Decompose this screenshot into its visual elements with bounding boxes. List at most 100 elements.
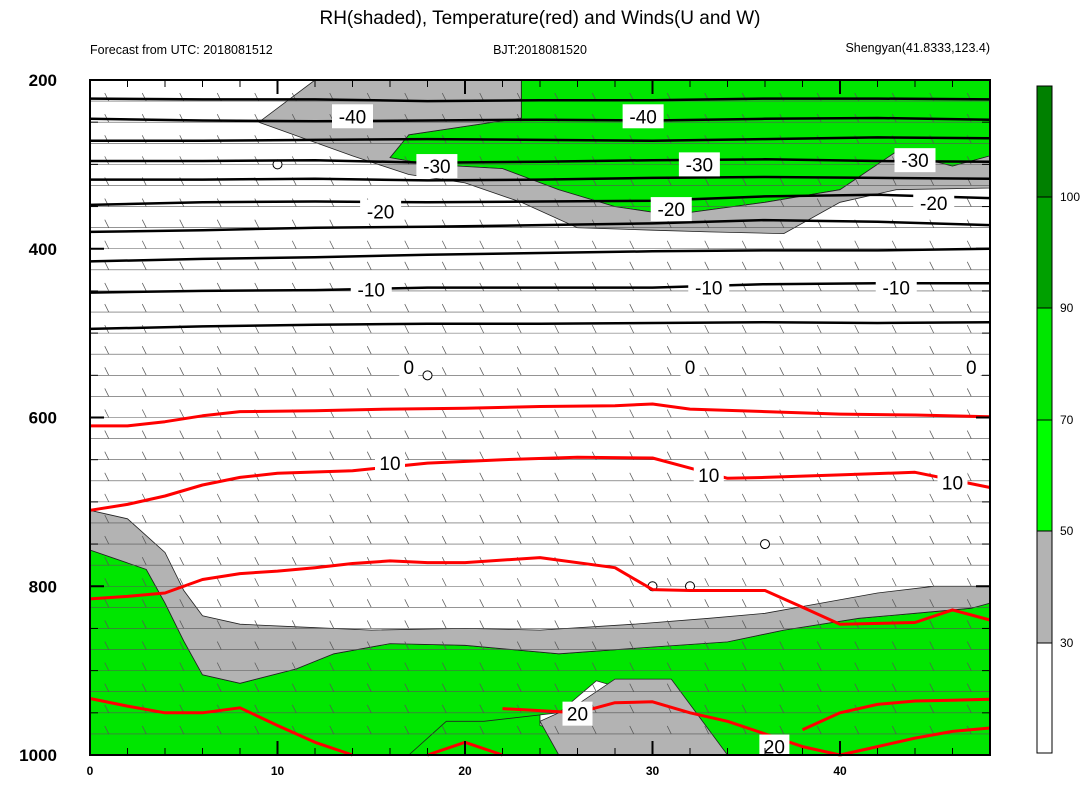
barb-tick	[591, 725, 597, 735]
barb-tick	[254, 535, 260, 545]
barb-tick	[854, 662, 860, 671]
barb-tick	[629, 430, 635, 439]
contour-label-bg	[688, 275, 730, 300]
barb-tick	[779, 388, 785, 397]
barb-tick	[591, 261, 597, 271]
barb-tick	[704, 704, 710, 713]
barb-tick	[629, 683, 635, 692]
barb-tick	[629, 556, 635, 566]
barb-tick	[404, 430, 410, 439]
barb-tick	[216, 641, 222, 650]
barb-tick	[554, 683, 560, 692]
barb-tick	[591, 620, 597, 629]
barb-tick	[741, 535, 747, 545]
barb-tick	[104, 641, 110, 650]
barb-tick	[666, 135, 672, 144]
barb-tick	[366, 578, 372, 587]
contour-label: -40	[629, 107, 656, 128]
barb-tick	[179, 535, 185, 545]
barb-tick	[479, 346, 485, 355]
barb-tick	[966, 641, 972, 650]
barb-tick	[666, 725, 672, 735]
temperature-contour-3	[90, 158, 991, 164]
contour-label-bg	[375, 451, 405, 476]
barb-tick	[104, 704, 110, 713]
barb-tick	[479, 725, 485, 735]
barb-tick	[554, 662, 560, 671]
contour-label-bg	[693, 462, 724, 487]
barb-tick	[704, 514, 710, 524]
temperature-contour-0	[89, 97, 991, 103]
barb-tick	[141, 472, 147, 481]
barb-tick	[366, 346, 372, 355]
barb-tick	[591, 493, 597, 503]
barb-tick	[366, 514, 372, 524]
barb-tick	[704, 535, 710, 545]
barb-tick	[704, 556, 710, 566]
barb-tick	[404, 599, 410, 608]
temperature-contour-4	[90, 175, 991, 182]
barb-tick	[854, 430, 860, 439]
barb-tick	[479, 704, 485, 713]
barb-tick	[591, 303, 597, 313]
barb-tick	[741, 556, 747, 566]
barb-tick	[441, 409, 447, 418]
barb-tick	[366, 303, 372, 313]
colorbar-box	[1036, 530, 1053, 644]
barb-tick	[516, 578, 522, 587]
barb-tick	[891, 240, 897, 249]
temperature-contour-12	[89, 556, 991, 626]
barb-tick	[329, 388, 335, 397]
barb-tick	[966, 303, 972, 313]
barb-tick	[629, 620, 635, 629]
rh-shading-layer	[89, 79, 991, 756]
barb-tick	[329, 704, 335, 713]
barb-tick	[741, 662, 747, 671]
barb-tick	[741, 599, 747, 608]
barb-tick	[816, 641, 822, 650]
barb-tick	[779, 367, 785, 376]
barb-tick	[966, 346, 972, 355]
barb-tick	[929, 683, 935, 692]
barb-tick	[516, 683, 522, 692]
barb-tick	[854, 240, 860, 249]
contour-label-bg	[416, 154, 458, 179]
barb-tick	[141, 641, 147, 650]
barb-tick	[516, 662, 522, 671]
barb-tick	[929, 367, 935, 376]
barb-tick	[516, 514, 522, 524]
barb-tick	[479, 367, 485, 376]
barb-tick	[141, 725, 147, 735]
barb-tick	[666, 261, 672, 271]
barb-tick	[254, 514, 260, 524]
barb-tick	[666, 641, 672, 650]
barb-tick	[329, 535, 335, 545]
barb-tick	[554, 493, 560, 503]
barb-tick	[779, 725, 785, 735]
barb-tick	[891, 303, 897, 313]
rh-region-2	[89, 509, 991, 684]
barb-tick	[141, 535, 147, 545]
barb-tick	[479, 662, 485, 671]
y-tick-label: 800	[29, 577, 57, 596]
barb-tick	[591, 346, 597, 355]
barb-tick	[816, 198, 822, 207]
barb-tick	[779, 535, 785, 545]
barb-tick	[141, 578, 147, 587]
barb-tick	[816, 388, 822, 397]
contour-label-bg	[650, 197, 692, 222]
barb-tick	[854, 261, 860, 271]
barb-tick	[291, 704, 297, 713]
barb-tick	[366, 430, 372, 439]
barb-tick	[704, 599, 710, 608]
barb-tick	[216, 346, 222, 355]
barb-tick	[291, 535, 297, 545]
barb-tick	[891, 599, 897, 608]
barb-tick	[179, 451, 185, 460]
contour-label-bg	[894, 148, 936, 173]
barb-tick	[554, 725, 560, 735]
barb-tick	[854, 683, 860, 692]
barb-tick	[741, 578, 747, 587]
barb-tick	[404, 261, 410, 271]
barb-tick	[254, 725, 260, 735]
